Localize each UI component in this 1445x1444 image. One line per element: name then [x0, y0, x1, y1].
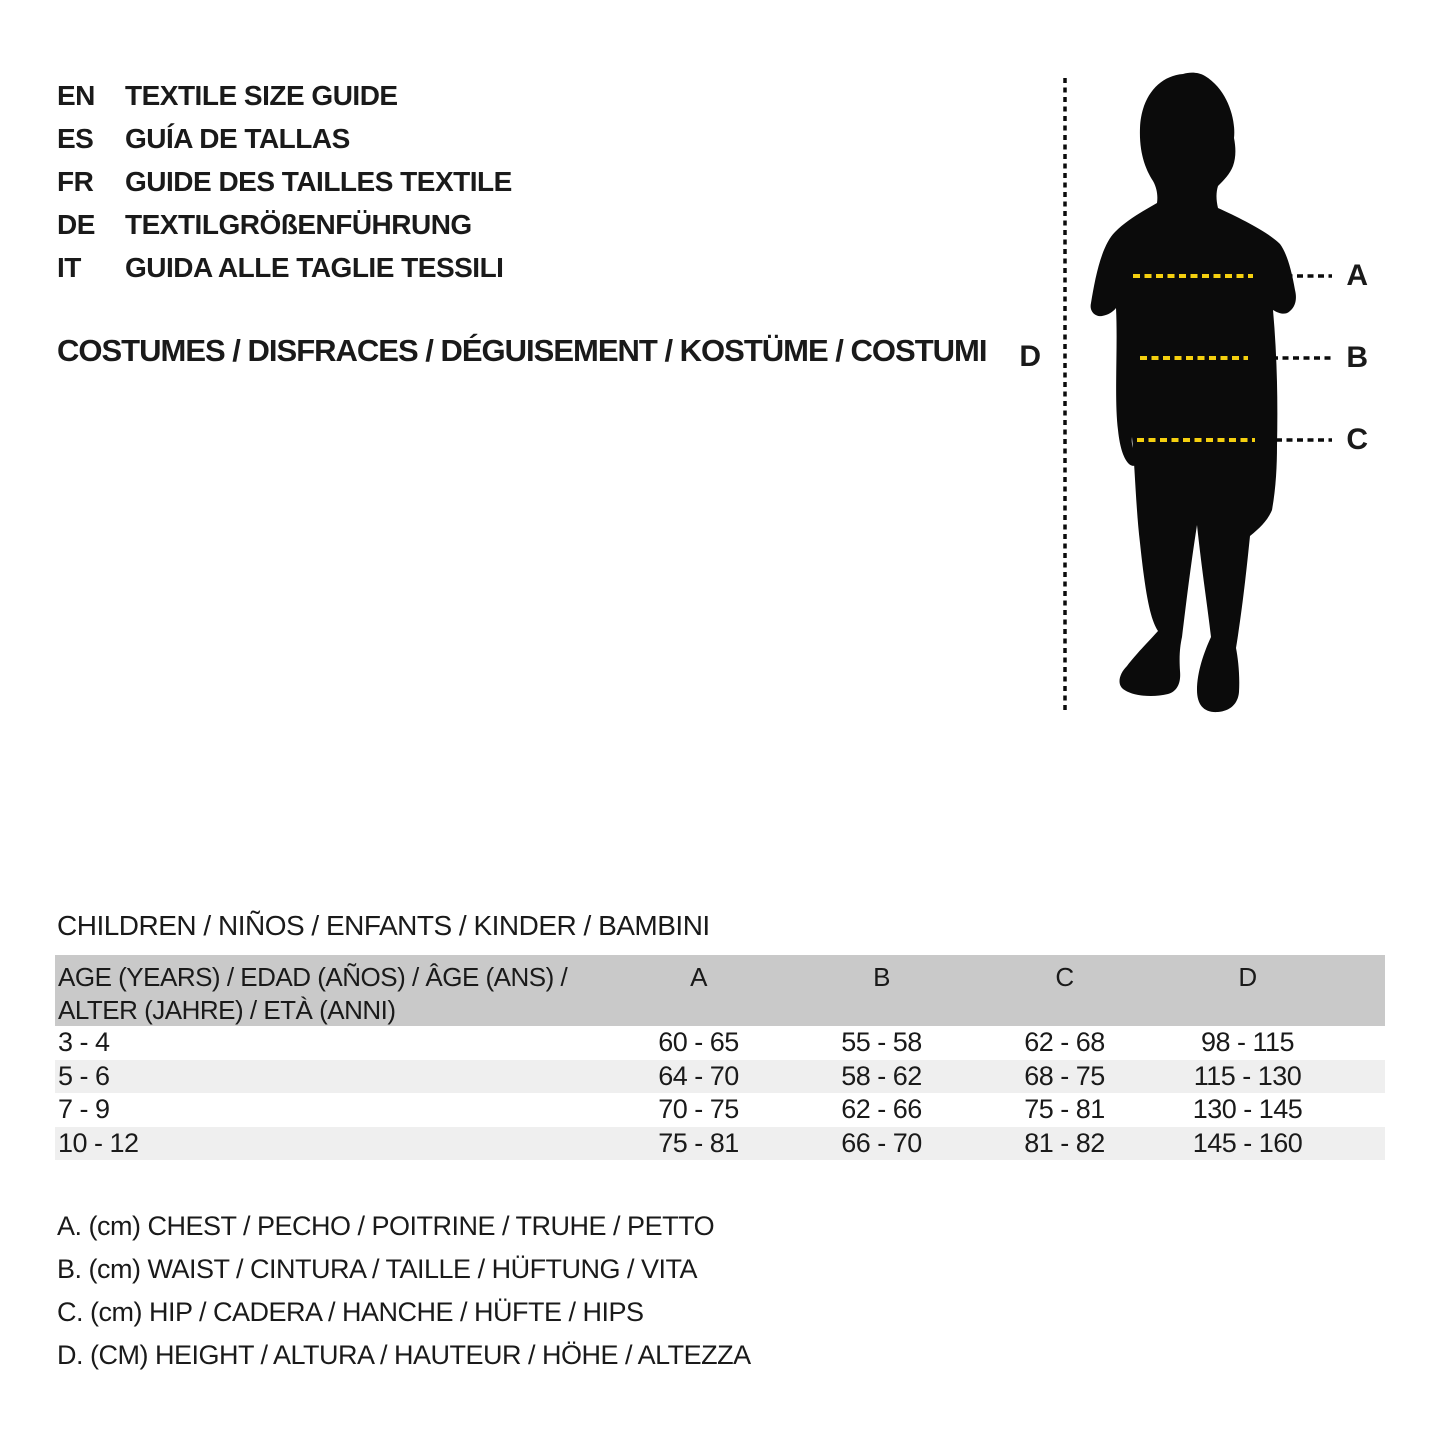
language-code: ES — [57, 122, 94, 154]
age-cell: 5 - 6 — [58, 1060, 110, 1091]
table-row-age-3-4: 3 - 4 60 - 65 55 - 58 62 - 68 98 - 115 — [55, 1026, 1385, 1060]
height-cell: 115 - 130 — [1193, 1060, 1302, 1091]
child-silhouette — [1090, 72, 1296, 713]
column-header-c: C — [1055, 962, 1074, 992]
legend-item-chest: A. (cm) CHEST / PECHO / POITRINE / TRUHE… — [57, 1211, 715, 1241]
language-code: EN — [57, 79, 95, 111]
column-header-d: D — [1238, 962, 1257, 992]
chest-cell: 75 - 81 — [658, 1127, 739, 1158]
language-code: IT — [57, 251, 81, 283]
legend-item-height: D. (CM) HEIGHT / ALTURA / HAUTEUR / HÖHE… — [57, 1340, 751, 1370]
language-code: DE — [57, 208, 95, 240]
age-header-line1: AGE (YEARS) / EDAD (AÑOS) / ÂGE (ANS) / — [58, 962, 568, 992]
chest-cell: 64 - 70 — [658, 1060, 739, 1091]
age-column-header: AGE (YEARS) / EDAD (AÑOS) / ÂGE (ANS) / … — [55, 961, 607, 1026]
measurement-legend: A. (cm) CHEST / PECHO / POITRINE / TRUHE… — [57, 1205, 751, 1377]
language-row-it: IT GUIDA ALLE TAGLIE TESSILI — [57, 246, 512, 289]
language-row-en: EN TEXTILE SIZE GUIDE — [57, 74, 512, 117]
measure-label-b: B — [1346, 341, 1368, 374]
measure-label-a: A — [1346, 259, 1368, 292]
age-cell: 7 - 9 — [58, 1094, 110, 1125]
table-row-age-5-6: 5 - 6 64 - 70 58 - 62 68 - 75 115 - 130 — [55, 1059, 1385, 1093]
category-title: COSTUMES / DISFRACES / DÉGUISEMENT / KOS… — [57, 333, 987, 368]
language-row-es: ES GUÍA DE TALLAS — [57, 117, 512, 160]
measure-label-c: C — [1346, 423, 1368, 456]
hip-cell: 81 - 82 — [1024, 1127, 1105, 1158]
waist-cell: 58 - 62 — [841, 1060, 922, 1091]
age-cell: 10 - 12 — [58, 1127, 139, 1158]
language-title: GUIDE DES TAILLES TEXTILE — [125, 165, 512, 197]
language-title-list: EN TEXTILE SIZE GUIDE ES GUÍA DE TALLAS … — [57, 74, 512, 289]
language-title: GUÍA DE TALLAS — [125, 122, 350, 154]
language-row-fr: FR GUIDE DES TAILLES TEXTILE — [57, 160, 512, 203]
column-header-a: A — [690, 962, 707, 992]
hip-cell: 75 - 81 — [1024, 1094, 1105, 1125]
table-row-age-7-9: 7 - 9 70 - 75 62 - 66 75 - 81 130 - 145 — [55, 1093, 1385, 1127]
age-header-line2: ALTER (JAHRE) / ETÀ (ANNI) — [58, 995, 396, 1025]
legend-item-hip: C. (cm) HIP / CADERA / HANCHE / HÜFTE / … — [57, 1297, 644, 1327]
height-cell: 130 - 145 — [1192, 1094, 1303, 1125]
header-filler — [1339, 961, 1385, 1026]
column-header-b: B — [873, 962, 890, 992]
legend-item-waist: B. (cm) WAIST / CINTURA / TAILLE / HÜFTU… — [57, 1254, 698, 1284]
waist-cell: 62 - 66 — [841, 1094, 922, 1125]
height-cell: 145 - 160 — [1192, 1127, 1303, 1158]
measure-label-d: D — [1019, 340, 1041, 373]
language-row-de: DE TEXTILGRÖßENFÜHRUNG — [57, 203, 512, 246]
language-code: FR — [57, 165, 94, 197]
hip-cell: 68 - 75 — [1024, 1060, 1105, 1091]
language-title: GUIDA ALLE TAGLIE TESSILI — [125, 251, 504, 283]
size-table: AGE (YEARS) / EDAD (AÑOS) / ÂGE (ANS) / … — [55, 955, 1385, 1160]
table-section-title: CHILDREN / NIÑOS / ENFANTS / KINDER / BA… — [57, 910, 710, 941]
child-silhouette-figure — [1063, 72, 1332, 713]
language-title: TEXTILE SIZE GUIDE — [125, 79, 398, 111]
waist-cell: 66 - 70 — [841, 1127, 922, 1158]
language-title: TEXTILGRÖßENFÜHRUNG — [125, 208, 472, 240]
height-cell: 98 - 115 — [1200, 1027, 1295, 1058]
chest-cell: 60 - 65 — [658, 1027, 739, 1058]
hip-cell: 62 - 68 — [1024, 1027, 1105, 1058]
table-row-age-10-12: 10 - 12 75 - 81 66 - 70 81 - 82 145 - 16… — [55, 1126, 1385, 1160]
size-table-header: AGE (YEARS) / EDAD (AÑOS) / ÂGE (ANS) / … — [55, 955, 1385, 1026]
waist-cell: 55 - 58 — [841, 1027, 922, 1058]
chest-cell: 70 - 75 — [658, 1094, 739, 1125]
age-cell: 3 - 4 — [58, 1027, 110, 1058]
